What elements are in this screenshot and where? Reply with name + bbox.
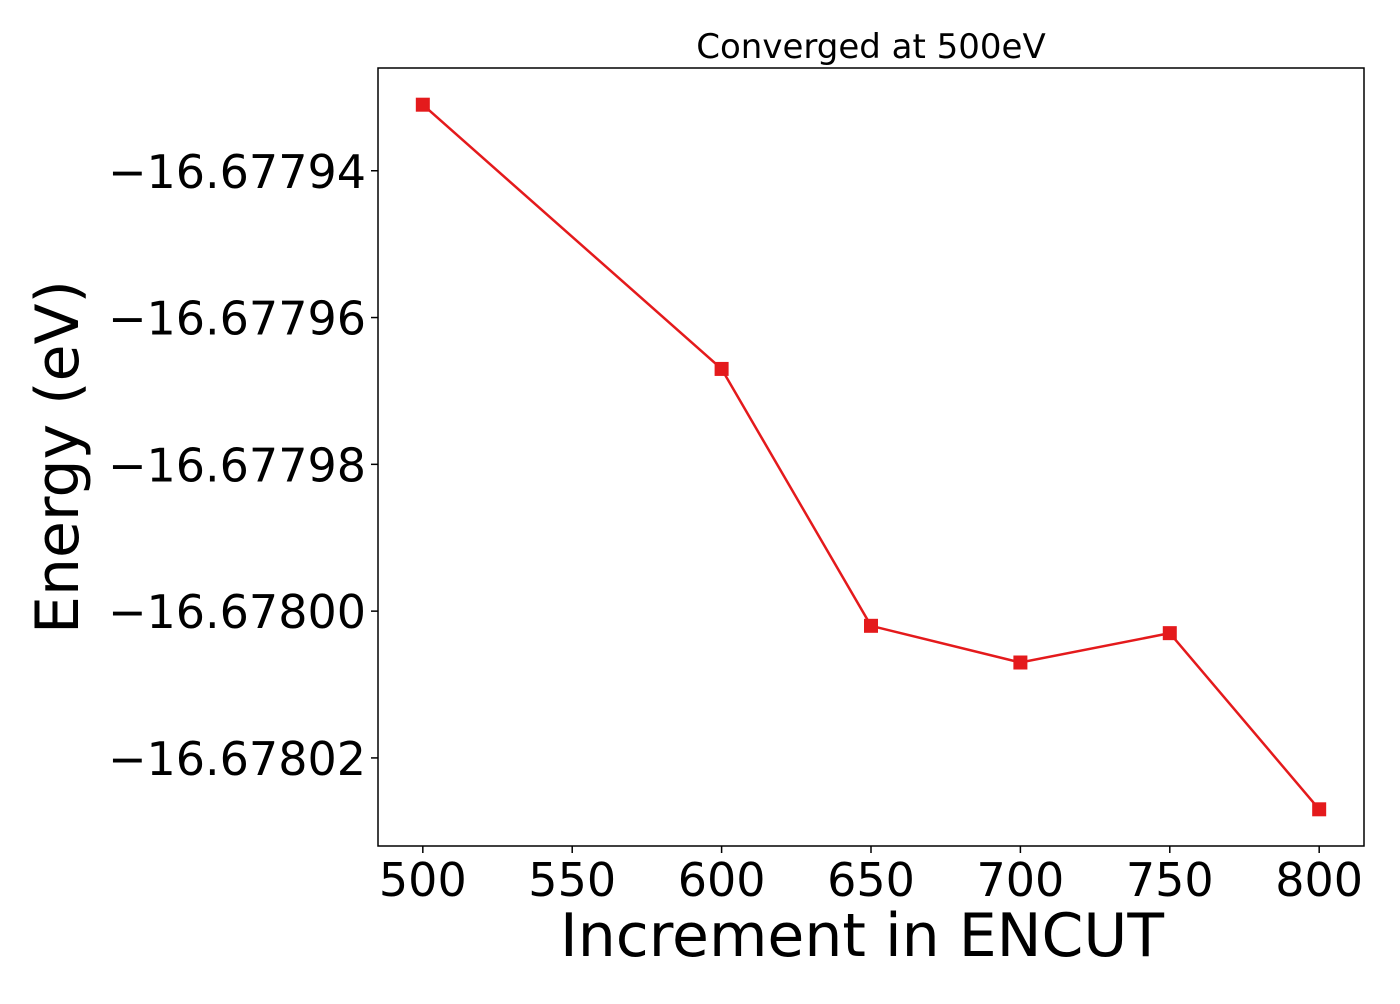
x-tick-label: 700	[976, 853, 1064, 907]
x-tick-label: 750	[1126, 853, 1214, 907]
data-point-marker	[415, 97, 430, 112]
series-line	[421, 103, 1321, 811]
data-point-marker	[714, 361, 729, 376]
y-axis-label: Energy (eV)	[23, 280, 93, 634]
plot-frame	[377, 67, 1365, 847]
y-tick-label: −16.67798	[108, 438, 366, 492]
data-point-marker	[864, 618, 878, 633]
data-point-marker	[1013, 655, 1028, 670]
x-tick-label: 800	[1275, 853, 1363, 907]
y-tick-label: −16.67800	[108, 585, 366, 639]
x-tick-label: 650	[827, 853, 915, 907]
chart-title: Converged at 500eV	[696, 27, 1045, 67]
y-tick-label: −16.67802	[108, 732, 366, 786]
series-lines	[421, 103, 1321, 811]
x-axis-ticks: 500 550 600 650 700 750 800	[379, 846, 1363, 907]
y-tick-label: −16.67794	[108, 145, 366, 199]
x-axis-label: Increment in ENCUT	[560, 901, 1164, 971]
data-point-marker	[1312, 802, 1327, 817]
data-point-marker	[1162, 626, 1177, 641]
y-axis-ticks: −16.67794 −16.67796 −16.67798 −16.67800 −16.…	[108, 145, 378, 786]
y-tick-label: −16.67796	[108, 292, 366, 346]
x-tick-label: 550	[528, 853, 616, 907]
x-tick-label: 600	[678, 853, 766, 907]
series-markers	[415, 97, 1327, 817]
x-tick-label: 500	[379, 853, 467, 907]
